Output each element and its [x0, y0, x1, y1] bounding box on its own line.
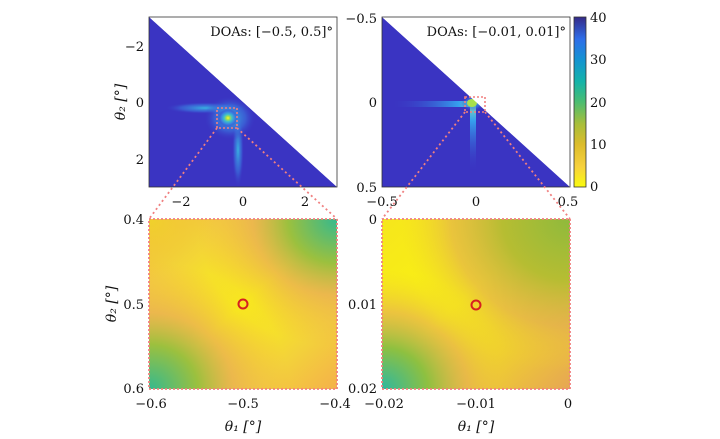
tick-bl-y-0: 0.4 — [123, 213, 144, 228]
heatmap-top-right — [381, 16, 571, 188]
tick-bl-x-0: −0.6 — [135, 397, 167, 412]
cbar-tick-3: 10 — [590, 138, 607, 153]
tick-tr-x-2: 0.5 — [558, 195, 579, 210]
tick-tr-x-0: −0.5 — [366, 195, 398, 210]
tick-br-y-1: 0.01 — [348, 298, 377, 313]
true-doa-marker-br — [470, 299, 482, 311]
annotation-tl: DOAs: [−0.5, 0.5]° — [210, 25, 333, 40]
ylabel-bl: θ₂ [°] — [104, 285, 120, 322]
cbar-tick-2: 20 — [590, 96, 607, 111]
tick-br-y-2: 0.02 — [348, 382, 377, 397]
xlabel-br: θ₁ [°] — [458, 419, 495, 435]
zoom-box-tl — [216, 107, 238, 129]
true-doa-marker-bl — [237, 298, 249, 310]
tick-tl-x-1: 0 — [239, 195, 247, 210]
tick-tl-x-0: −2 — [171, 195, 190, 210]
tick-bl-x-1: −0.5 — [227, 397, 259, 412]
tick-tr-y-2: 0.5 — [356, 181, 377, 196]
zoom-box-tr — [464, 96, 486, 113]
annotation-tr: DOAs: [−0.01, 0.01]° — [427, 25, 566, 40]
xlabel-bl: θ₁ [°] — [225, 419, 262, 435]
cbar-tick-4: 0 — [590, 180, 598, 195]
heatmap-bottom-left — [148, 218, 338, 390]
cbar-tick-1: 30 — [590, 53, 607, 68]
colorbar — [573, 16, 587, 188]
tick-tr-x-1: 0 — [472, 195, 480, 210]
tick-bl-y-2: 0.6 — [123, 382, 144, 397]
tick-br-x-0: −0.02 — [364, 397, 404, 412]
tick-tl-y-1: 0 — [136, 96, 144, 111]
ylabel-tl: θ₂ [°] — [113, 83, 129, 120]
heatmap-top-left — [148, 16, 338, 188]
zoom-connectors — [148, 111, 571, 220]
cbar-tick-0: 40 — [590, 11, 607, 26]
tick-bl-x-2: −0.4 — [319, 397, 351, 412]
tick-tr-y-1: 0 — [369, 96, 377, 111]
tick-tr-y-0: −0.5 — [345, 12, 377, 27]
heatmap-bottom-right — [381, 218, 571, 390]
tick-bl-y-1: 0.5 — [123, 298, 144, 313]
tick-br-x-2: 0 — [564, 397, 572, 412]
tick-br-y-0: 0 — [369, 213, 377, 228]
tick-tl-x-2: 2 — [301, 195, 309, 210]
tick-tl-y-2: 2 — [136, 153, 144, 168]
tick-br-x-1: −0.01 — [456, 397, 496, 412]
tick-tl-y-0: −2 — [125, 40, 144, 55]
